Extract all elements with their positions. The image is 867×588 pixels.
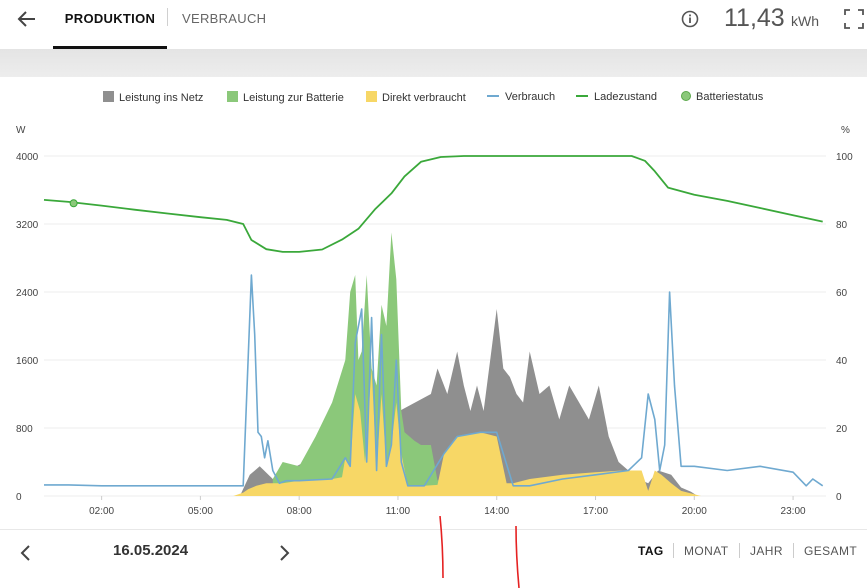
legend-item-verbrauch[interactable]: Verbrauch <box>487 91 555 103</box>
legend-label: Verbrauch <box>505 91 556 103</box>
legend-label: Leistung ins Netz <box>119 92 204 104</box>
legend-item-batteriestatus[interactable]: Batteriestatus <box>681 91 763 103</box>
right-axis-unit: % <box>841 125 850 136</box>
chart-areas <box>233 232 701 496</box>
chart-legend: Leistung ins Netz Leistung zur Batterie … <box>0 91 867 107</box>
left-tick-label: 3200 <box>16 220 39 231</box>
range-tag[interactable]: TAG <box>638 544 664 558</box>
left-tick-label: 1600 <box>16 356 39 367</box>
legend-swatch <box>227 91 238 102</box>
toolbar-band <box>0 49 867 77</box>
tab-divider <box>167 8 168 26</box>
range-divider <box>793 543 794 558</box>
series-line-verbrauch <box>44 274 824 487</box>
legend-swatch <box>576 95 588 97</box>
x-tick-label: 05:00 <box>188 506 213 517</box>
top-bar: PRODUKTION VERBRAUCH 11,43 kWh <box>0 0 867 49</box>
chart-ticks: 4000 100 3200 80 2400 60 1600 40 800 20 0 0 02:00 05:… <box>16 152 853 517</box>
legend-item-ladezustand[interactable]: Ladezustand <box>576 91 657 103</box>
left-tick-label: 0 <box>16 492 22 503</box>
energy-total-value: 11,43 <box>724 4 785 32</box>
left-axis-unit: W <box>16 125 26 136</box>
legend-swatch <box>103 91 114 102</box>
x-tick-label: 08:00 <box>287 506 312 517</box>
legend-item-batterie[interactable]: Leistung zur Batterie <box>227 91 344 104</box>
annotation-mark <box>515 526 520 588</box>
x-tick-label: 11:00 <box>386 506 411 517</box>
right-tick-label: 100 <box>836 152 853 163</box>
date-navigation-bar: 16.05.2024 TAG MONAT JAHR GESAMT <box>0 529 867 588</box>
range-divider <box>673 543 674 558</box>
right-tick-label: 20 <box>836 424 848 435</box>
x-tick-label: 17:00 <box>583 506 608 517</box>
series-area-direkt-verbraucht <box>233 368 701 496</box>
x-tick-label: 14:00 <box>484 506 509 517</box>
series-line-ladezustand <box>43 155 823 253</box>
legend-swatch <box>366 91 377 102</box>
chart-grid <box>44 155 826 500</box>
arrow-left-icon[interactable] <box>14 6 40 32</box>
legend-item-netz[interactable]: Leistung ins Netz <box>103 91 203 104</box>
legend-swatch <box>487 95 499 97</box>
right-tick-label: 40 <box>836 356 848 367</box>
series-point-batteriestatus <box>69 199 78 208</box>
range-gesamt[interactable]: GESAMT <box>804 544 858 558</box>
chevron-right-icon[interactable] <box>274 542 294 564</box>
energy-total-unit: kWh <box>791 13 819 29</box>
series-area-leistung-zur-batterie <box>272 232 497 496</box>
legend-item-direkt[interactable]: Direkt verbraucht <box>366 91 466 104</box>
x-tick-label: 20:00 <box>682 506 707 517</box>
current-date[interactable]: 16.05.2024 <box>113 542 189 559</box>
legend-swatch <box>681 91 691 101</box>
left-tick-label: 4000 <box>16 152 39 163</box>
right-tick-label: 80 <box>836 220 848 231</box>
fullscreen-icon[interactable] <box>843 8 865 30</box>
range-jahr[interactable]: JAHR <box>750 544 783 558</box>
range-monat[interactable]: MONAT <box>684 544 729 558</box>
legend-label: Leistung zur Batterie <box>243 92 344 104</box>
info-icon[interactable] <box>680 9 700 29</box>
right-tick-label: 60 <box>836 288 848 299</box>
legend-label: Batteriestatus <box>696 91 764 103</box>
x-tick-label: 02:00 <box>89 506 114 517</box>
left-tick-label: 800 <box>16 424 33 435</box>
tab-verbrauch[interactable]: VERBRAUCH <box>182 11 267 26</box>
legend-label: Ladezustand <box>594 91 657 103</box>
left-tick-label: 2400 <box>16 288 39 299</box>
range-divider <box>739 543 740 558</box>
x-tick-label: 23:00 <box>781 506 806 517</box>
tab-produktion[interactable]: PRODUKTION <box>53 10 167 49</box>
right-tick-label: 0 <box>836 492 842 503</box>
power-chart: W % 4000 100 3200 80 2400 60 1600 40 800 20 0 0 02:0… <box>16 125 853 517</box>
chart-lines <box>43 155 824 487</box>
annotation-mark <box>439 516 444 579</box>
chevron-left-icon[interactable] <box>16 542 36 564</box>
legend-label: Direkt verbraucht <box>382 92 466 104</box>
